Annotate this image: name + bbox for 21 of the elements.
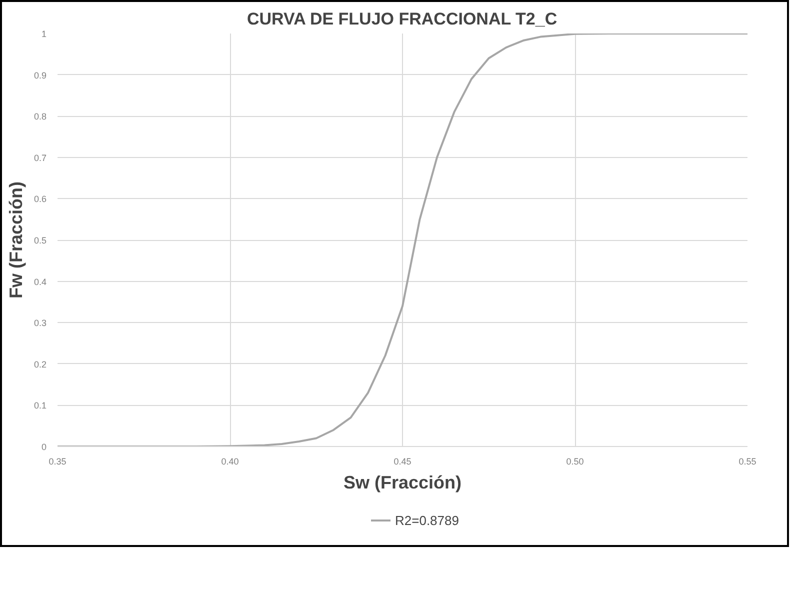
x-tick-label: 0.45 [394,456,412,466]
x-tick-label: 0.50 [566,456,584,466]
y-tick-label: 0 [41,442,47,452]
y-axis-title: Fw (Fracción) [6,181,26,299]
x-tick-label: 0.40 [221,456,239,466]
x-tick-label: 0.35 [48,456,66,466]
y-tick-label: 0.9 [34,70,47,80]
y-tick-label: 0.4 [34,276,47,287]
x-tick-label: 0.55 [738,456,756,466]
y-tick-label: 0.7 [34,152,47,163]
chart-title: CURVA DE FLUJO FRACCIONAL T2_C [246,10,558,28]
line-series [58,34,748,446]
y-tick-label: 1 [41,29,47,39]
y-tick-label: 0.8 [34,112,47,122]
y-tick-label: 0.3 [34,318,47,328]
legend-label: R2=0.8789 [395,512,459,528]
y-tick-label: 0.1 [34,400,47,411]
y-tick-label: 0.2 [34,359,47,370]
y-tick-label: 0.6 [34,194,47,204]
y-tick-label: 0.5 [34,236,47,246]
x-axis-title: Sw (Fracción) [343,472,462,492]
